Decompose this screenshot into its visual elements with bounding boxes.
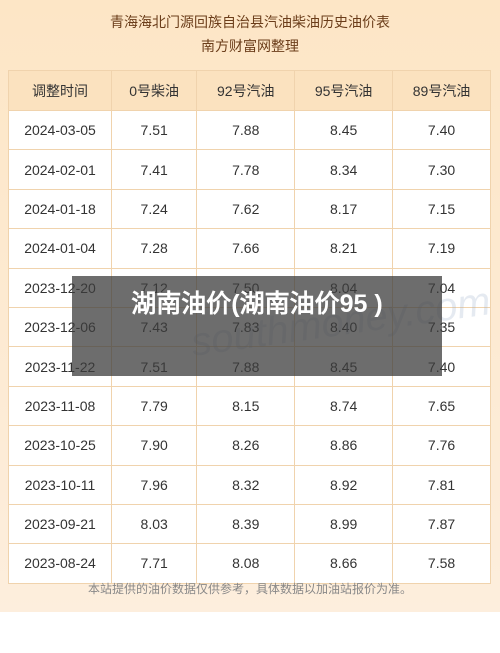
table-cell: 7.62 [196, 188, 296, 230]
subtitle: 南方财富网整理 [201, 38, 299, 54]
table-cell: 8.45 [294, 109, 394, 151]
table-cell: 2024-02-01 [8, 149, 112, 190]
table-cell: 8.32 [196, 464, 296, 505]
table-cell: 8.26 [196, 425, 296, 466]
table-cell: 7.40 [392, 109, 491, 151]
table-row: 2024-01-04 7.28 7.66 8.21 7.19 [8, 228, 491, 269]
table-cell: 7.66 [196, 228, 296, 269]
column-header: 0号柴油 [110, 70, 198, 111]
table-cell: 2023-10-11 [8, 464, 112, 505]
table-cell: 7.76 [392, 425, 491, 466]
table-row: 2023-10-25 7.90 8.26 8.86 7.76 [8, 425, 491, 466]
table-cell: 8.03 [110, 503, 198, 545]
table-cell: 7.90 [110, 425, 198, 466]
table-cell: 2024-03-05 [8, 109, 112, 151]
table-row: 2024-02-01 7.41 7.78 8.34 7.30 [8, 149, 491, 190]
table-row: 2023-11-08 7.79 8.15 8.74 7.65 [8, 385, 491, 427]
table-cell: 8.08 [196, 543, 296, 584]
card: 青海海北门源回族自治县汽油柴油历史油价表 南方财富网整理 调整时间 0号柴油 92号… [0, 0, 500, 612]
column-header: 92号汽油 [196, 70, 296, 111]
table-cell: 7.71 [110, 543, 198, 584]
table-cell: 2023-10-25 [8, 425, 112, 466]
table-cell: 8.21 [294, 228, 394, 269]
table-cell: 8.99 [294, 503, 394, 545]
table-cell: 7.78 [196, 149, 296, 190]
table-cell: 2024-01-04 [8, 228, 112, 269]
table-cell: 7.87 [392, 503, 491, 545]
table-cell: 7.88 [196, 109, 296, 151]
table-cell: 7.30 [392, 149, 491, 190]
column-header: 95号汽油 [294, 70, 394, 111]
table-cell: 7.51 [110, 109, 198, 151]
header-row: 调整时间 0号柴油 92号汽油 95号汽油 89号汽油 [8, 70, 491, 111]
table-cell: 7.58 [392, 543, 491, 584]
footer-note: 本站提供的油价数据仅供参考，具体数据以加油站报价为准。 [87, 582, 412, 596]
table-cell: 8.34 [294, 149, 394, 190]
table-cell: 2023-11-08 [8, 385, 112, 427]
table-cell: 7.15 [392, 188, 491, 230]
table-cell: 2023-09-21 [8, 503, 112, 545]
table-cell: 2023-08-24 [8, 543, 112, 584]
table-cell: 7.19 [392, 228, 491, 269]
title: 青海海北门源回族自治县汽油柴油历史油价表 [110, 14, 390, 30]
column-header: 调整时间 [8, 70, 112, 111]
overlay-title: 湖南油价(湖南油价95 ) [131, 290, 383, 318]
table-cell: 2024-01-18 [8, 188, 112, 230]
table-cell: 8.17 [294, 188, 394, 230]
table-cell: 7.81 [392, 464, 491, 505]
column-header: 89号汽油 [392, 70, 491, 111]
table-cell: 7.65 [392, 385, 491, 427]
table-row: 2023-10-11 7.96 8.32 8.92 7.81 [8, 464, 491, 505]
table-row: 2023-09-21 8.03 8.39 8.99 7.87 [8, 503, 491, 545]
table-row: 2024-03-05 7.51 7.88 8.45 7.40 [8, 109, 491, 151]
table-cell: 8.39 [196, 503, 296, 545]
table-row: 2024-01-18 7.24 7.62 8.17 7.15 [8, 188, 491, 230]
table-cell: 7.96 [110, 464, 198, 505]
table-cell: 7.28 [110, 228, 198, 269]
table-cell: 8.92 [294, 464, 394, 505]
table-cell: 8.15 [196, 385, 296, 427]
table-cell: 7.41 [110, 149, 198, 190]
overlay: 湖南油价(湖南油价95 ) [72, 276, 442, 376]
table-row: 2023-08-24 7.71 8.08 8.66 7.58 [8, 543, 491, 584]
table-cell: 8.86 [294, 425, 394, 466]
table-cell: 7.24 [110, 188, 198, 230]
table-cell: 8.66 [294, 543, 394, 584]
table-cell: 8.74 [294, 385, 394, 427]
table-cell: 7.79 [110, 385, 198, 427]
